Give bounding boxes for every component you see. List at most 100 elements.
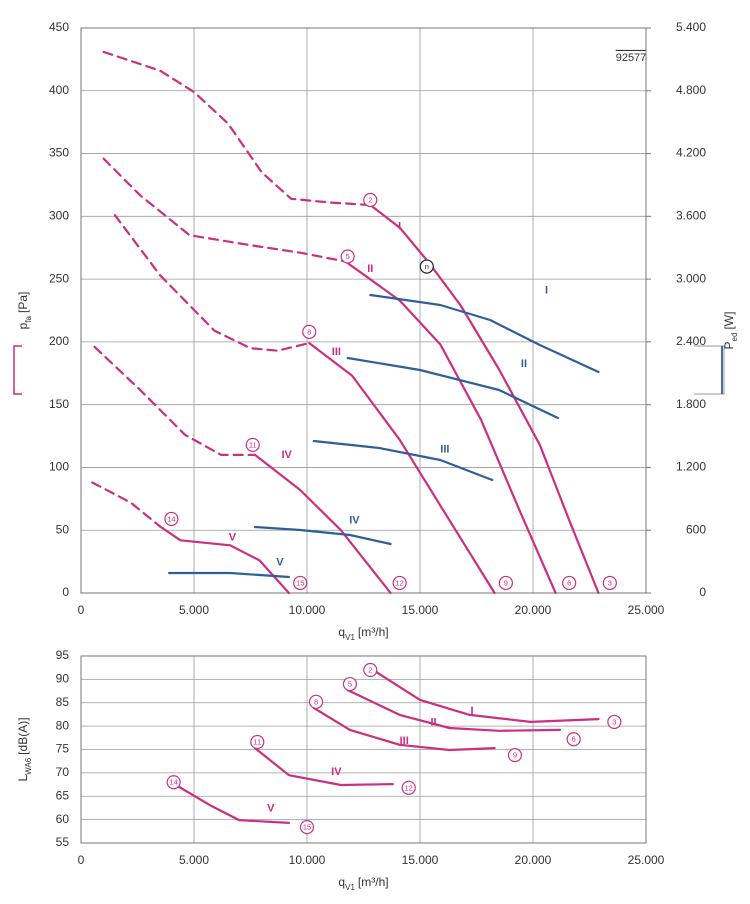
point-marker — [401, 780, 416, 795]
x-tick-label: 20.000 — [515, 603, 552, 617]
plot-frame — [80, 655, 647, 844]
point-marker-label: 14 — [167, 514, 175, 523]
y-tick-label: 60 — [56, 812, 70, 826]
y2-tick-label: 5.400 — [676, 20, 706, 34]
axis-unit: [W] — [722, 312, 736, 330]
point-marker-label: 6 — [567, 578, 571, 587]
curve-label: I — [398, 220, 401, 232]
point-marker — [507, 748, 523, 763]
point-marker-label: 2 — [368, 666, 372, 675]
point-marker — [250, 734, 265, 750]
point-marker-label: 3 — [612, 717, 616, 726]
axis-subscript: ed — [730, 333, 739, 342]
point-marker-label: 12 — [405, 783, 413, 792]
plot-frame — [80, 27, 647, 594]
curve-label: V — [276, 557, 284, 569]
y2-tick-label: 2.400 — [676, 334, 706, 348]
x-tick-label: 25.000 — [628, 603, 665, 617]
point-marker — [166, 775, 181, 790]
point-marker — [342, 676, 358, 692]
y-tick-label: 350 — [49, 146, 69, 160]
y-tick-label: 95 — [56, 648, 70, 662]
y2-tick-label: 1.800 — [676, 397, 706, 411]
unstable-curve — [102, 50, 372, 207]
axis-symbol: p — [16, 322, 30, 329]
curve — [159, 525, 290, 595]
curve-label: IV — [331, 766, 342, 778]
point-marker — [392, 575, 407, 591]
unstable-curve — [91, 481, 162, 528]
axis-symbol: q — [338, 875, 345, 889]
y-tick-label: 80 — [56, 718, 70, 732]
x-tick-label: 10.000 — [289, 603, 326, 617]
point-marker-label: n — [425, 262, 429, 271]
y-tick-label: 200 — [49, 334, 69, 348]
axis-subscript: V1 — [345, 883, 355, 892]
y-tick-label: 100 — [49, 460, 69, 474]
y-tick-label: 400 — [49, 83, 69, 97]
point-marker — [308, 694, 324, 709]
point-marker-label: 15 — [296, 578, 304, 587]
y-tick-label: 85 — [56, 695, 70, 709]
curve-label: I — [470, 705, 473, 717]
point-marker — [302, 324, 317, 339]
y-tick-label: 450 — [49, 20, 69, 34]
axis-label: qV1 [m³/h] — [338, 625, 388, 641]
y-tick-label: 250 — [49, 271, 69, 285]
curve — [253, 747, 394, 787]
curve-label: I — [545, 285, 548, 297]
power-legend-box — [694, 345, 725, 395]
axis-label: LWA6 [dB(A)] — [16, 717, 32, 781]
point-marker-label: 6 — [572, 735, 576, 744]
drawing-number: 92577 — [616, 52, 647, 64]
curve-label: II — [367, 263, 373, 275]
x-tick-label: 15.000 — [402, 603, 439, 617]
point-marker — [299, 820, 315, 835]
x-tick-label: 25.000 — [628, 853, 665, 867]
point-marker — [363, 192, 378, 208]
y2-tick-label: 4.200 — [676, 146, 706, 160]
curve-label: III — [440, 444, 449, 456]
curve — [253, 525, 392, 546]
point-marker — [602, 575, 617, 591]
y-tick-label: 50 — [56, 522, 70, 536]
axis-symbol: L — [16, 775, 30, 782]
y2-tick-label: 600 — [686, 522, 706, 536]
point-marker — [498, 575, 513, 591]
curve — [369, 203, 600, 595]
curve-label: IV — [349, 515, 360, 527]
axis-symbol: q — [338, 625, 345, 639]
point-marker-label: 8 — [307, 327, 311, 336]
y-tick-label: 65 — [56, 788, 70, 802]
x-tick-label: 0 — [78, 603, 85, 617]
curve-label: II — [430, 716, 436, 728]
point-marker — [562, 575, 577, 591]
y-tick-label: 55 — [56, 835, 70, 849]
curve — [312, 439, 494, 482]
y2-tick-label: 3.600 — [676, 209, 706, 223]
point-marker-label: 5 — [348, 680, 352, 689]
y-tick-label: 70 — [56, 765, 70, 779]
axis-unit: [m³/h] — [358, 625, 389, 639]
point-marker — [566, 732, 581, 747]
x-tick-label: 10.000 — [289, 853, 326, 867]
point-marker — [340, 249, 355, 264]
curve — [168, 571, 290, 579]
curve — [312, 706, 496, 752]
unstable-curve — [102, 157, 347, 263]
point-marker-label: 2 — [368, 195, 372, 204]
axis-subscript: WA6 — [24, 757, 33, 775]
y-tick-label: 150 — [49, 397, 69, 411]
point-marker — [245, 437, 260, 452]
axis-subscript: V1 — [345, 633, 355, 642]
y2-tick-label: 3.000 — [676, 271, 706, 285]
x-tick-label: 0 — [78, 853, 85, 867]
point-marker-label: 12 — [395, 578, 403, 587]
curve-label: III — [332, 346, 341, 358]
point-marker — [363, 662, 378, 678]
curve — [369, 293, 600, 374]
x-tick-label: 5.000 — [179, 603, 209, 617]
unstable-curve — [93, 345, 257, 456]
y-tick-label: 300 — [49, 209, 69, 223]
